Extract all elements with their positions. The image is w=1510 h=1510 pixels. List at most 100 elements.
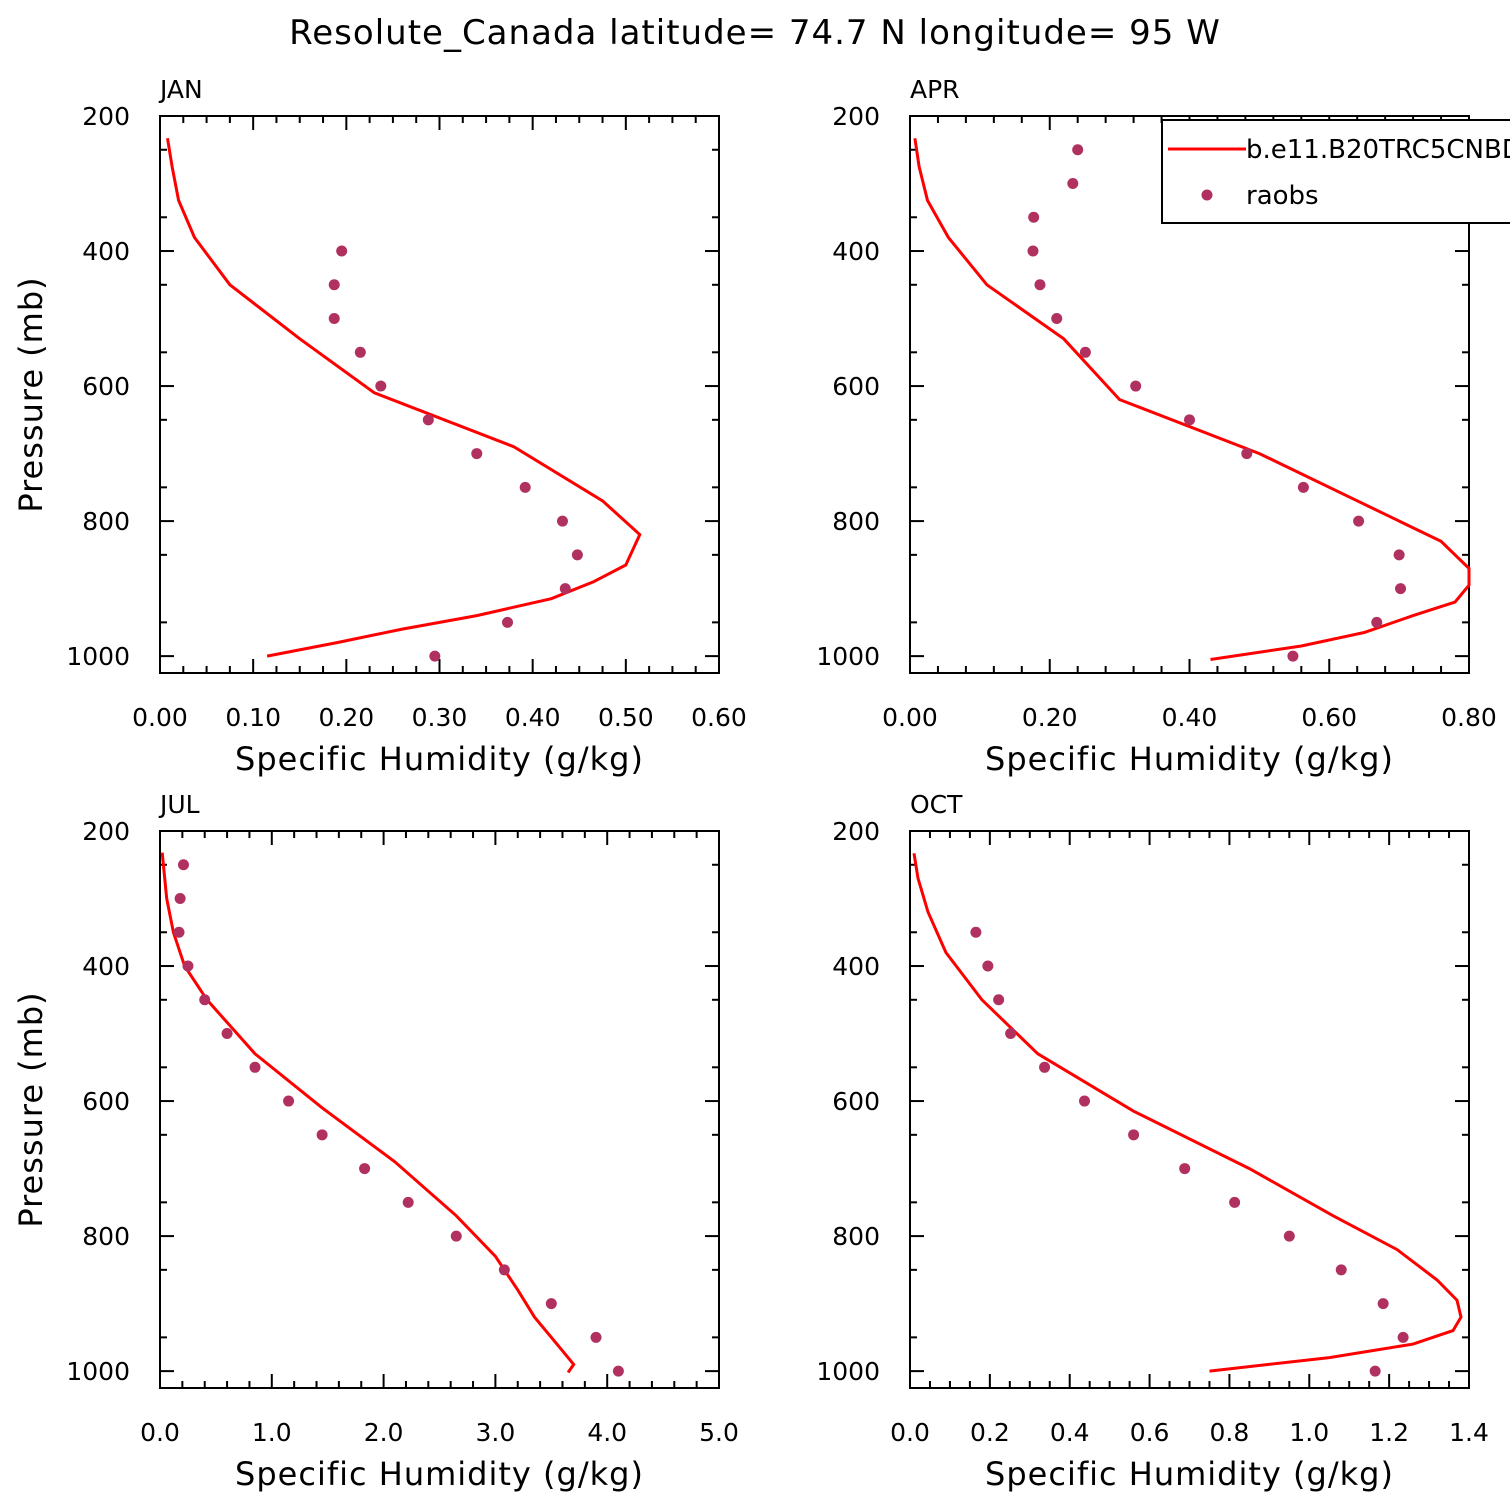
raobs-point (519, 481, 531, 493)
raobs-point (173, 926, 185, 938)
raobs-point (590, 1331, 602, 1343)
raobs-point (174, 893, 186, 905)
raobs-point (982, 960, 994, 972)
raobs-point (402, 1196, 414, 1208)
raobs-point (359, 1163, 371, 1175)
plot-frame (159, 115, 720, 674)
raobs-point (612, 1365, 624, 1377)
raobs-point (1377, 1298, 1389, 1310)
raobs-point (354, 346, 366, 358)
raobs-point (199, 994, 211, 1006)
y-tick-label: 1000 (66, 642, 130, 671)
raobs-point (429, 650, 441, 662)
y-tick-label: 400 (82, 237, 130, 266)
x-tick-label: 4.0 (587, 1418, 627, 1447)
y-tick-label: 600 (832, 1087, 880, 1116)
raobs-point (1371, 616, 1383, 628)
y-tick-label: 400 (832, 952, 880, 981)
y-tick-label: 200 (832, 102, 880, 131)
raobs-point (1067, 178, 1079, 190)
raobs-point (1128, 1129, 1140, 1141)
model-line-jan (166, 138, 642, 658)
raobs-point (1078, 1095, 1090, 1107)
raobs-point (1027, 245, 1039, 257)
raobs-point (1393, 549, 1405, 561)
legend-box (1161, 119, 1510, 224)
y-tick-label: 200 (82, 817, 130, 846)
panel-label: OCT (910, 790, 963, 819)
raobs-point (556, 515, 568, 527)
plot-frame (159, 830, 720, 1389)
y-axis-title: Pressure (mb) (12, 991, 50, 1227)
y-tick-label: 600 (82, 1087, 130, 1116)
raobs-point (571, 549, 583, 561)
raobs-point (1241, 448, 1253, 460)
panel-oct: OCT 0.0 0.2 0.4 0.6 0.8 1.0 1.2 1.4 200 400 600 800 1… (816, 790, 1489, 1493)
x-tick-label: 0.40 (1162, 703, 1218, 732)
x-tick-label: 0.20 (318, 703, 374, 732)
y-tick-label: 1000 (816, 642, 880, 671)
y-tick-label: 800 (82, 1222, 130, 1251)
x-tick-label: 0.0 (890, 1418, 930, 1447)
y-axis-title: Pressure (mb) (12, 276, 50, 512)
x-axis-title: Specific Humidity (g/kg) (985, 1455, 1394, 1493)
model-line-oct (912, 853, 1463, 1373)
raobs-point (1287, 650, 1299, 662)
x-tick-label: 2.0 (364, 1418, 404, 1447)
y-tick-label: 800 (82, 507, 130, 536)
panel-jan: JAN 0.00 0.10 0.20 0.30 0.40 0.50 0.60 200 400 600… (12, 75, 747, 778)
raobs-point (283, 1095, 295, 1107)
x-tick-label: 0.20 (1022, 703, 1078, 732)
legend-model-label: b.e11.B20TRC5CNBDRD.f09_g16.001 (1246, 135, 1510, 165)
raobs-point (970, 926, 982, 938)
raobs-point (545, 1298, 557, 1310)
legend-obs-label: raobs (1246, 181, 1319, 211)
x-tick-label: 3.0 (476, 1418, 516, 1447)
panel-label: JAN (158, 75, 203, 104)
panel-label: APR (910, 75, 960, 104)
panel-apr: APR 0.00 0.20 0.40 0.60 0.80 200 400 600 800 1000 S… (816, 75, 1496, 778)
legend-obs-marker (1201, 189, 1213, 201)
raobs-point (422, 414, 434, 426)
figure-title: Resolute_Canada latitude= 74.7 N longitu… (289, 13, 1221, 53)
x-tick-label: 0.40 (505, 703, 561, 732)
raobs-point (182, 960, 194, 972)
raobs-point (1395, 583, 1407, 595)
x-tick-label: 0.00 (882, 703, 938, 732)
raobs-point (1039, 1061, 1051, 1073)
y-tick-label: 600 (82, 372, 130, 401)
raobs-point (316, 1129, 328, 1141)
panels: JAN 0.00 0.10 0.20 0.30 0.40 0.50 0.60 200 400 600… (12, 75, 1497, 1493)
x-tick-label: 5.0 (699, 1418, 739, 1447)
x-tick-label: 1.4 (1449, 1418, 1489, 1447)
y-tick-label: 200 (832, 817, 880, 846)
x-tick-label: 0.8 (1210, 1418, 1250, 1447)
y-tick-label: 600 (832, 372, 880, 401)
raobs-point (1397, 1331, 1409, 1343)
x-tick-label: 0.60 (1301, 703, 1357, 732)
x-tick-label: 0.10 (225, 703, 281, 732)
legend: b.e11.B20TRC5CNBDRD.f09_g16.001 raobs (1161, 119, 1510, 224)
raobs-point (1184, 414, 1195, 426)
raobs-point (221, 1028, 233, 1040)
y-tick-label: 400 (832, 237, 880, 266)
raobs-point (328, 313, 340, 325)
raobs-point (450, 1230, 462, 1242)
y-tick-label: 200 (82, 102, 130, 131)
raobs-point (249, 1061, 261, 1073)
raobs-point (177, 859, 189, 871)
raobs-point (559, 583, 571, 595)
x-tick-label: 0.80 (1441, 703, 1497, 732)
raobs-point (1051, 313, 1063, 325)
model-line-jul (160, 852, 576, 1374)
y-tick-label: 1000 (66, 1357, 130, 1386)
raobs-point (328, 279, 340, 291)
y-tick-label: 800 (832, 1222, 880, 1251)
raobs-point (471, 448, 483, 460)
x-tick-label: 0.00 (132, 703, 188, 732)
y-tick-label: 400 (82, 952, 130, 981)
panel-label: JUL (158, 790, 200, 819)
raobs-point (336, 245, 348, 257)
x-tick-label: 1.0 (1289, 1418, 1329, 1447)
raobs-point (1005, 1028, 1017, 1040)
